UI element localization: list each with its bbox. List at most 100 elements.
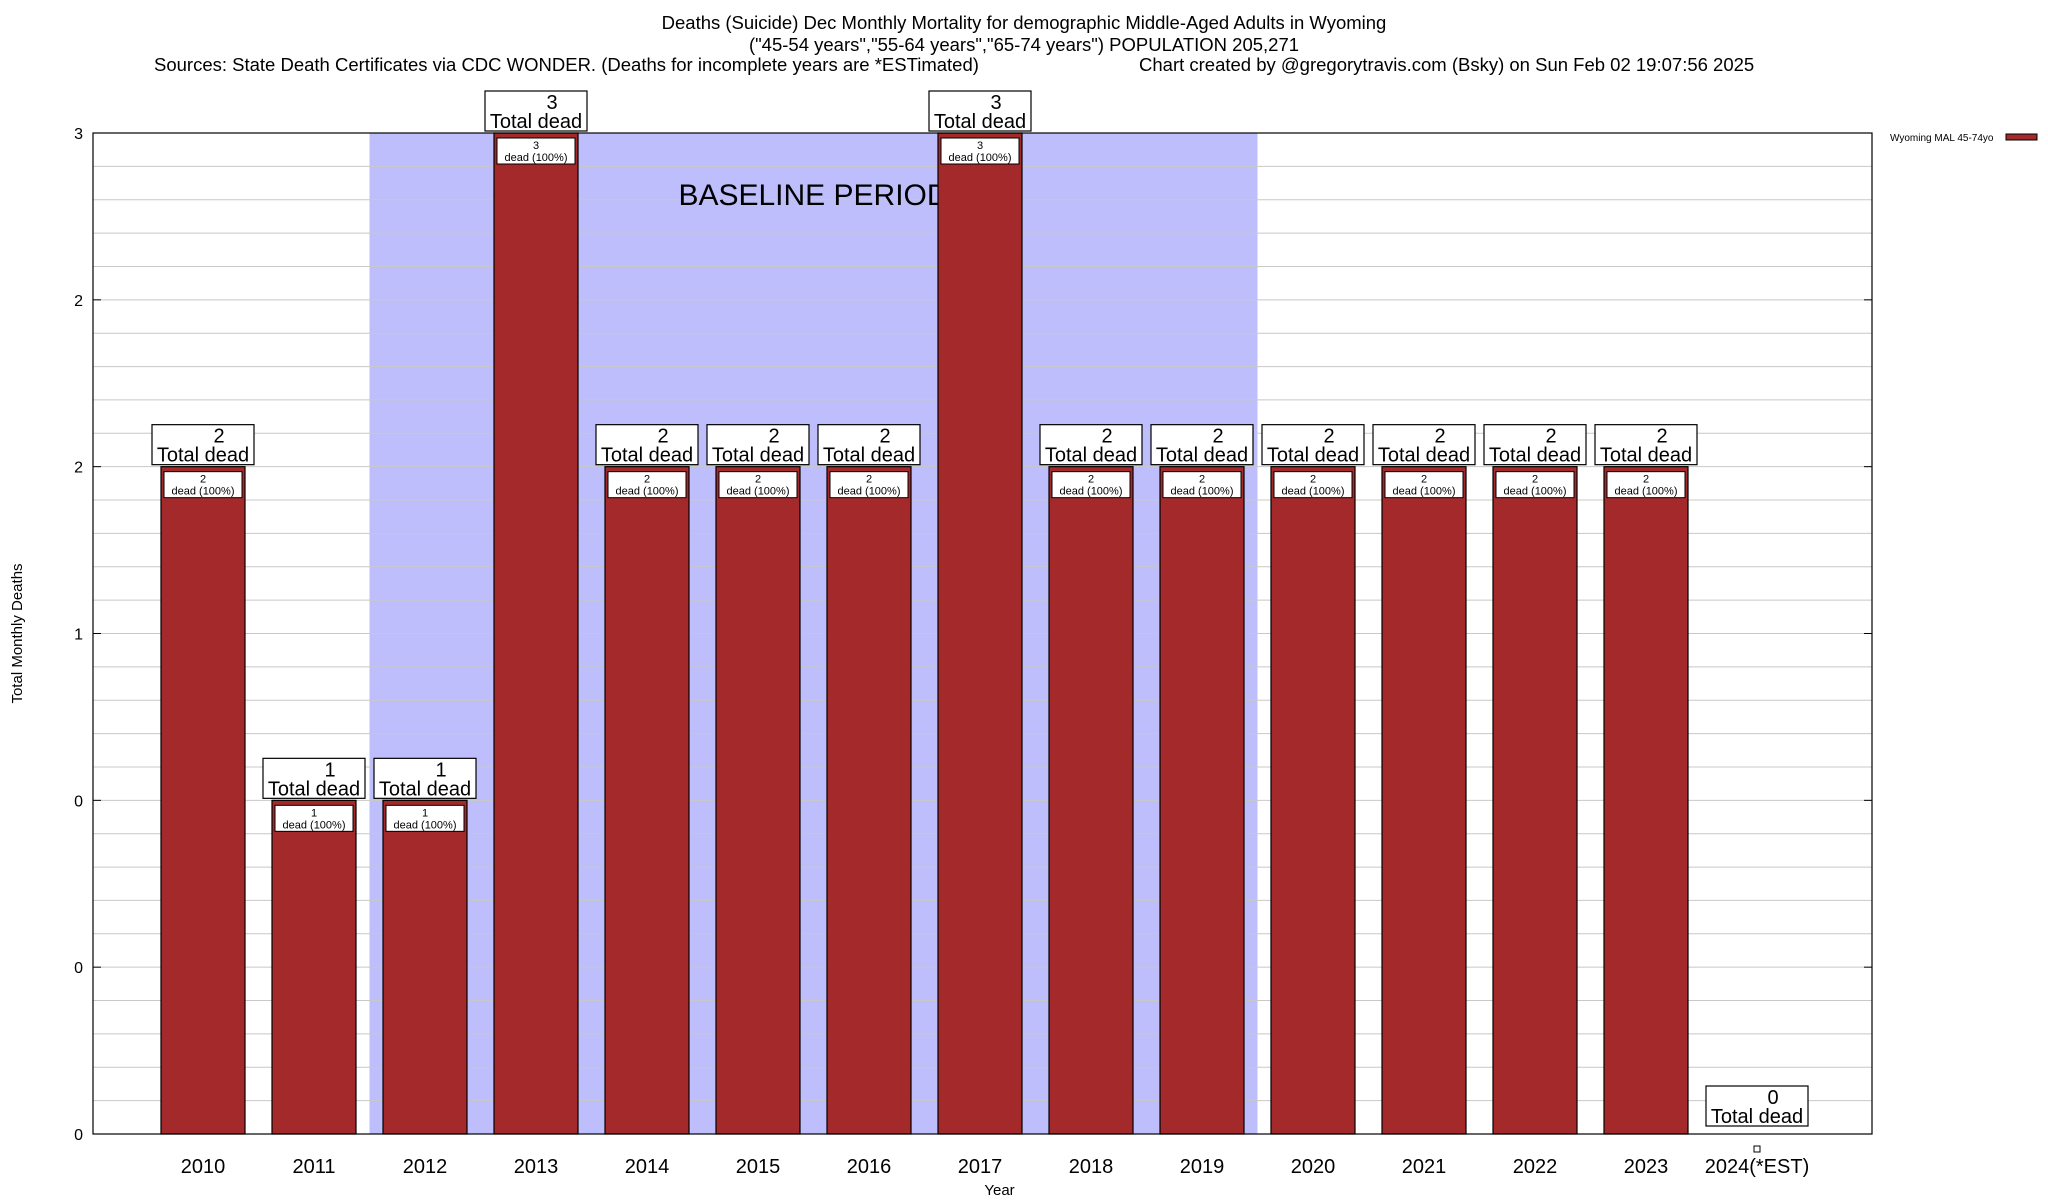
total-label-text: Total dead (1378, 445, 1470, 467)
bar-inner-label-box (1495, 471, 1575, 499)
total-label-text: Total dead (268, 778, 360, 800)
total-label-box (373, 757, 477, 799)
bar-inner-label-box (1273, 471, 1353, 499)
y-tick-label: 2 (74, 293, 83, 310)
bar-inner-pct: dead (100%) (838, 486, 901, 498)
x-tick-label: 2018 (1069, 1156, 1114, 1178)
bar-inner-value: 2 (1199, 474, 1205, 486)
bar-inner-label-box (385, 804, 465, 832)
x-tick-label: 2016 (847, 1156, 892, 1178)
bar-2019 (1159, 466, 1245, 1135)
x-tick-label: 2023 (1624, 1156, 1669, 1178)
bar-inner-pct: dead (100%) (1393, 486, 1456, 498)
bar-inner-value: 2 (200, 474, 206, 486)
total-label-value: 2 (879, 426, 890, 448)
total-label-text: Total dead (823, 445, 915, 467)
total-label-value: 3 (546, 92, 557, 114)
bar-2013 (493, 132, 579, 1135)
total-label-box (262, 757, 366, 799)
y-tick-label: 2 (74, 460, 83, 477)
bar-2020 (1270, 466, 1356, 1135)
bar-inner-value: 2 (1532, 474, 1538, 486)
bar-inner-pct: dead (100%) (1060, 486, 1123, 498)
title-line-1: Deaths (Suicide) Dec Monthly Mortality f… (661, 12, 1387, 33)
bar-inner-pct: dead (100%) (394, 819, 457, 831)
total-label-box (928, 90, 1032, 132)
sources-note: Sources: State Death Certificates via CD… (154, 54, 979, 75)
x-tick-label: 2021 (1402, 1156, 1447, 1178)
bar-inner-value: 2 (1088, 474, 1094, 486)
total-label-value: 2 (1212, 426, 1223, 448)
bar-inner-value: 2 (866, 474, 872, 486)
x-tick-label: 2017 (958, 1156, 1003, 1178)
bar-inner-value: 2 (1643, 474, 1649, 486)
bar-2016 (826, 466, 912, 1135)
bar-inner-label-box (1051, 471, 1131, 499)
bar-inner-value: 2 (1421, 474, 1427, 486)
bar-inner-label-box (1162, 471, 1242, 499)
legend-swatch (2005, 133, 2038, 141)
x-tick-label: 2012 (403, 1156, 448, 1178)
total-label-value: 2 (1434, 426, 1445, 448)
y-tick-label: 1 (74, 627, 83, 644)
bar-inner-value: 2 (755, 474, 761, 486)
total-label-text: Total dead (1045, 445, 1137, 467)
bar-inner-value: 2 (1310, 474, 1316, 486)
bar-2018 (1048, 466, 1134, 1135)
total-label-text: Total dead (712, 445, 804, 467)
x-tick-label: 2019 (1180, 1156, 1225, 1178)
bar-2010 (160, 466, 246, 1135)
bar-inner-label-box (274, 804, 354, 832)
legend-label: Wyoming MAL 45-74yo (1890, 133, 1994, 144)
bar-inner-value: 3 (533, 140, 539, 152)
bar-inner-value: 2 (644, 474, 650, 486)
baseline-period-label: BASELINE PERIOD (678, 179, 948, 212)
bar-inner-label-box (163, 471, 243, 499)
bar-inner-label-box (1384, 471, 1464, 499)
total-label-box (151, 424, 255, 466)
total-label-box (1483, 424, 1587, 466)
total-label-text: Total dead (1267, 445, 1359, 467)
x-tick-label: 2013 (514, 1156, 559, 1178)
total-label-box (1261, 424, 1365, 466)
legend: Wyoming MAL 45-74yo (1890, 133, 2038, 144)
bars (160, 132, 1761, 1153)
zero-marker (1753, 1145, 1761, 1153)
x-axis-label: Year (984, 1182, 1014, 1199)
total-label-box (817, 424, 921, 466)
bar-inner-label-box (940, 137, 1020, 165)
total-label-value: 2 (1545, 426, 1556, 448)
total-label-box (1039, 424, 1143, 466)
y-tick-label: 0 (74, 793, 83, 810)
y-tick-label: 3 (74, 126, 83, 143)
total-label-text: Total dead (934, 111, 1026, 133)
bar-inner-pct: dead (100%) (949, 152, 1012, 164)
bar-2023 (1603, 466, 1689, 1135)
bar-inner-pct: dead (100%) (283, 819, 346, 831)
x-tick-label: 2010 (181, 1156, 226, 1178)
bar-inner-label-box (718, 471, 798, 499)
bar-2014 (604, 466, 690, 1135)
x-tick-label: 2024(*EST) (1705, 1156, 1810, 1178)
bar-2015 (715, 466, 801, 1135)
total-label-value: 2 (657, 426, 668, 448)
y-ticks: 0 0 0 1 2 2 3 (74, 126, 1872, 1144)
x-tick-label: 2022 (1513, 1156, 1558, 1178)
y-axis-label: Total Monthly Deaths (9, 563, 26, 703)
bar-inner-pct: dead (100%) (1615, 486, 1678, 498)
bar-inner-label-box (829, 471, 909, 499)
total-label-value: 2 (1656, 426, 1667, 448)
total-label-text: Total dead (1156, 445, 1248, 467)
bar-inner-label-box (496, 137, 576, 165)
y-tick-label: 0 (74, 1127, 83, 1144)
total-label-box (706, 424, 810, 466)
bar-inner-pct: dead (100%) (616, 486, 679, 498)
bar-inner-pct: dead (100%) (727, 486, 790, 498)
total-label-box (1150, 424, 1254, 466)
bar-2022 (1492, 466, 1578, 1135)
x-tick-label: 2011 (292, 1156, 335, 1178)
y-tick-label: 0 (74, 960, 83, 977)
bar-2021 (1381, 466, 1467, 1135)
total-label-text: Total dead (1489, 445, 1581, 467)
